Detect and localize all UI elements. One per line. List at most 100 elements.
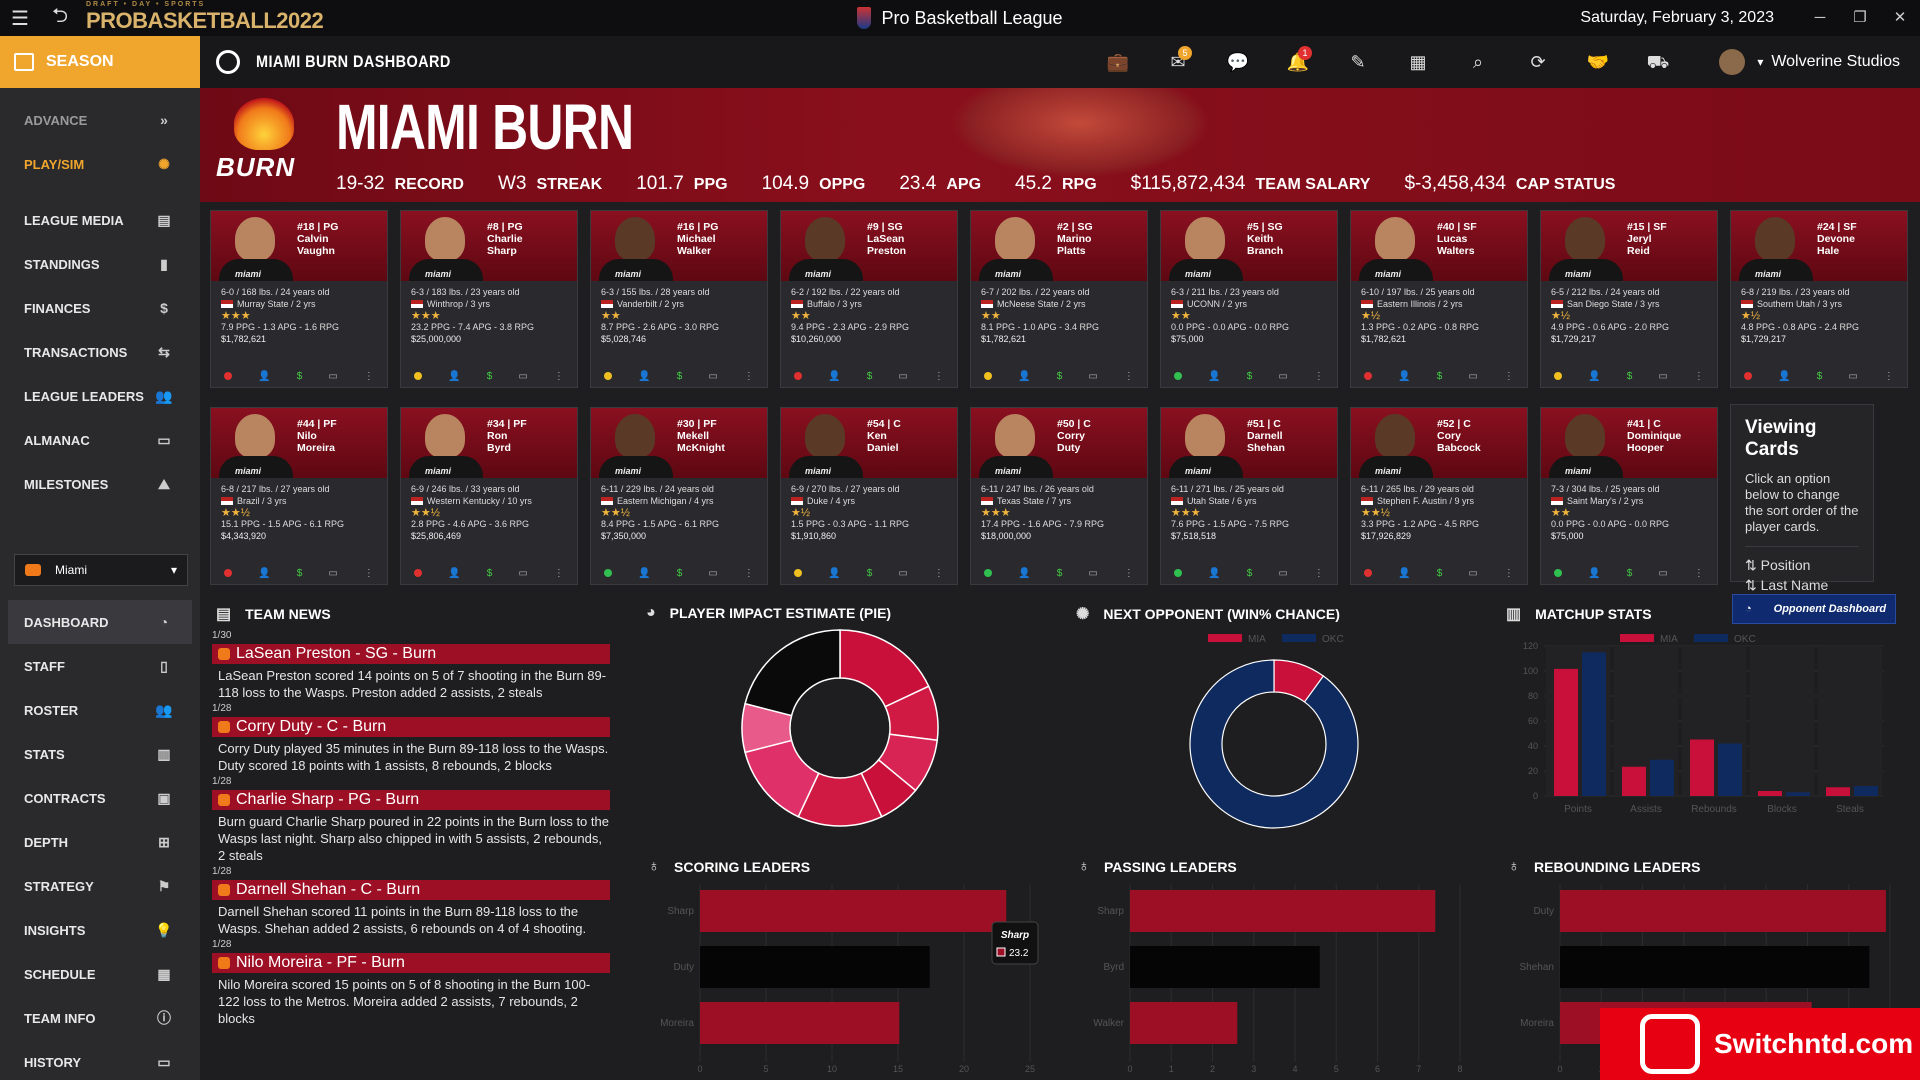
nav-standings[interactable]: STANDINGS ▮ (0, 242, 200, 286)
person-icon[interactable]: 👤 (1778, 370, 1791, 382)
nav-almanac[interactable]: ALMANAC ▭ (0, 418, 200, 462)
bar[interactable] (1758, 791, 1782, 796)
bar[interactable] (1854, 786, 1878, 796)
player-card[interactable]: miami #50 | C Corry Duty 6-11 / 247 lbs. /… (970, 407, 1148, 585)
dollar-icon[interactable]: $ (486, 370, 493, 382)
player-card[interactable]: miami #54 | C Ken Daniel 6-9 / 270 lbs. / … (780, 407, 958, 585)
more-icon[interactable]: ⋮ (1313, 370, 1324, 382)
donut-slice[interactable] (1189, 659, 1359, 829)
more-icon[interactable]: ⋮ (1503, 370, 1514, 382)
edit-icon[interactable]: ✎ (1350, 52, 1366, 72)
chat-icon[interactable]: ▭ (1468, 567, 1478, 579)
dollar-icon[interactable]: $ (1626, 370, 1633, 382)
nav-depth[interactable]: DEPTH ⊞ (0, 820, 200, 864)
dollar-icon[interactable]: $ (1626, 567, 1633, 579)
player-card[interactable]: miami #40 | SF Lucas Walters 6-10 / 197 lb… (1350, 210, 1528, 388)
chat-icon[interactable]: ▭ (898, 370, 908, 382)
back-arrow-icon[interactable]: ⮌ (51, 5, 69, 27)
more-icon[interactable]: ⋮ (363, 370, 374, 382)
nav-strategy[interactable]: STRATEGY ⚑ (0, 864, 200, 908)
news-headline[interactable]: Charlie Sharp - PG - Burn (212, 790, 610, 810)
nav-stats[interactable]: STATS ▥ (0, 732, 200, 776)
chat-icon[interactable]: ▭ (1848, 370, 1858, 382)
bar[interactable] (1650, 759, 1674, 796)
chat-icon[interactable]: ▭ (1278, 567, 1288, 579)
close-icon[interactable]: ✕ (1893, 9, 1907, 26)
dollar-icon[interactable]: $ (486, 567, 493, 579)
bar[interactable] (1582, 652, 1606, 796)
more-icon[interactable]: ⋮ (933, 370, 944, 382)
player-card[interactable]: miami #16 | PG Michael Walker 6-3 / 155 lb… (590, 210, 768, 388)
chat-icon[interactable]: ▭ (1088, 370, 1098, 382)
nav-roster[interactable]: ROSTER 👥 (24, 701, 173, 718)
person-icon[interactable]: 👤 (828, 370, 841, 382)
dollar-icon[interactable]: $ (1056, 567, 1063, 579)
bar[interactable] (1718, 743, 1742, 797)
briefcase-icon[interactable]: 💼 (1106, 52, 1130, 72)
nav-team-info[interactable]: TEAM INFO ⓘ (0, 996, 200, 1040)
player-card[interactable]: miami #24 | SF Devone Hale 6-8 / 219 lbs. … (1730, 210, 1908, 388)
player-card[interactable]: miami #41 | C Dominique Hooper 7-3 / 304 l… (1540, 407, 1718, 585)
leader-bar[interactable] (1130, 890, 1436, 932)
nav-dashboard[interactable]: DASHBOARD ◔ (8, 600, 192, 644)
dollar-icon[interactable]: $ (1436, 370, 1443, 382)
person-icon[interactable]: 👤 (258, 370, 271, 382)
binoculars-icon[interactable]: ⛟ (1646, 52, 1670, 72)
more-icon[interactable]: ⋮ (363, 567, 374, 579)
news-headline[interactable]: Corry Duty - C - Burn (212, 717, 610, 737)
search-icon[interactable]: ⌕ (1472, 52, 1484, 72)
chat-icon[interactable]: ▭ (328, 370, 338, 382)
nav-staff[interactable]: STAFF ▯ (0, 644, 200, 688)
bell-icon[interactable]: 🔔 1 (1268, 36, 1328, 88)
bar[interactable] (1786, 792, 1810, 796)
sort-last-name-option[interactable]: ⇅ Last Name (1745, 577, 1829, 593)
person-icon[interactable]: 👤 (1208, 567, 1221, 579)
news-headline[interactable]: LaSean Preston - SG - Burn (212, 644, 610, 664)
play-sim-button[interactable]: PLAY/SIM ✺ (0, 142, 200, 186)
chat-icon[interactable]: ▭ (1658, 370, 1668, 382)
player-card[interactable]: miami #34 | PF Ron Byrd 6-9 / 246 lbs. / 3… (400, 407, 578, 585)
news-headline[interactable]: Nilo Moreira - PF - Burn (212, 953, 610, 973)
sort-position-option[interactable]: ⇅ Position (1745, 557, 1811, 573)
chat-icon[interactable]: ▭ (1658, 567, 1668, 579)
chat-icon[interactable]: ▭ (328, 567, 338, 579)
leader-bar[interactable] (1130, 946, 1320, 988)
more-icon[interactable]: ⋮ (1123, 370, 1134, 382)
dollar-icon[interactable]: $ (676, 567, 683, 579)
person-icon[interactable]: 👤 (638, 567, 651, 579)
person-icon[interactable]: 👤 (448, 370, 461, 382)
nav-milestones[interactable]: MILESTONES ⛰ (0, 462, 200, 506)
nav-contracts[interactable]: CONTRACTS ▣ (0, 776, 200, 820)
player-card[interactable]: miami #8 | PG Charlie Sharp 6-3 / 183 lbs.… (400, 210, 578, 388)
mail-icon[interactable]: ✉ 5 (1148, 36, 1208, 88)
leader-bar[interactable] (700, 946, 930, 988)
dollar-icon[interactable]: $ (1056, 370, 1063, 382)
leader-bar[interactable] (1560, 946, 1870, 988)
leader-bar[interactable] (1560, 890, 1886, 932)
chat-icon[interactable]: ▭ (1468, 370, 1478, 382)
more-icon[interactable]: ⋮ (743, 567, 754, 579)
more-icon[interactable]: ⋮ (1503, 567, 1514, 579)
dollar-icon[interactable]: $ (296, 567, 303, 579)
dollar-icon[interactable]: $ (1816, 370, 1823, 382)
chat-icon[interactable]: ▭ (518, 370, 528, 382)
player-card[interactable]: miami #2 | SG Marino Platts 6-7 / 202 lbs.… (970, 210, 1148, 388)
refresh-icon[interactable]: ⟳ (1530, 52, 1546, 72)
person-icon[interactable]: 👤 (638, 370, 651, 382)
bar[interactable] (1690, 739, 1714, 797)
dollar-icon[interactable]: $ (1436, 567, 1443, 579)
person-icon[interactable]: 👤 (1398, 370, 1411, 382)
player-card[interactable]: miami #15 | SF Jeryl Reid 6-5 / 212 lbs. /… (1540, 210, 1718, 388)
person-icon[interactable]: 👤 (1398, 567, 1411, 579)
nav-schedule[interactable]: SCHEDULE ▦ (0, 952, 200, 996)
nav-league-leaders[interactable]: LEAGUE LEADERS 👥 (24, 387, 173, 404)
bar[interactable] (1554, 668, 1578, 796)
dollar-icon[interactable]: $ (296, 370, 303, 382)
chat-icon[interactable]: 💬 (1226, 52, 1250, 72)
dollar-icon[interactable]: $ (866, 370, 873, 382)
chat-icon[interactable]: ▭ (518, 567, 528, 579)
chat-icon[interactable]: ▭ (708, 567, 718, 579)
chat-icon[interactable]: ▭ (1088, 567, 1098, 579)
dollar-icon[interactable]: $ (1246, 370, 1253, 382)
dollar-icon[interactable]: $ (676, 370, 683, 382)
